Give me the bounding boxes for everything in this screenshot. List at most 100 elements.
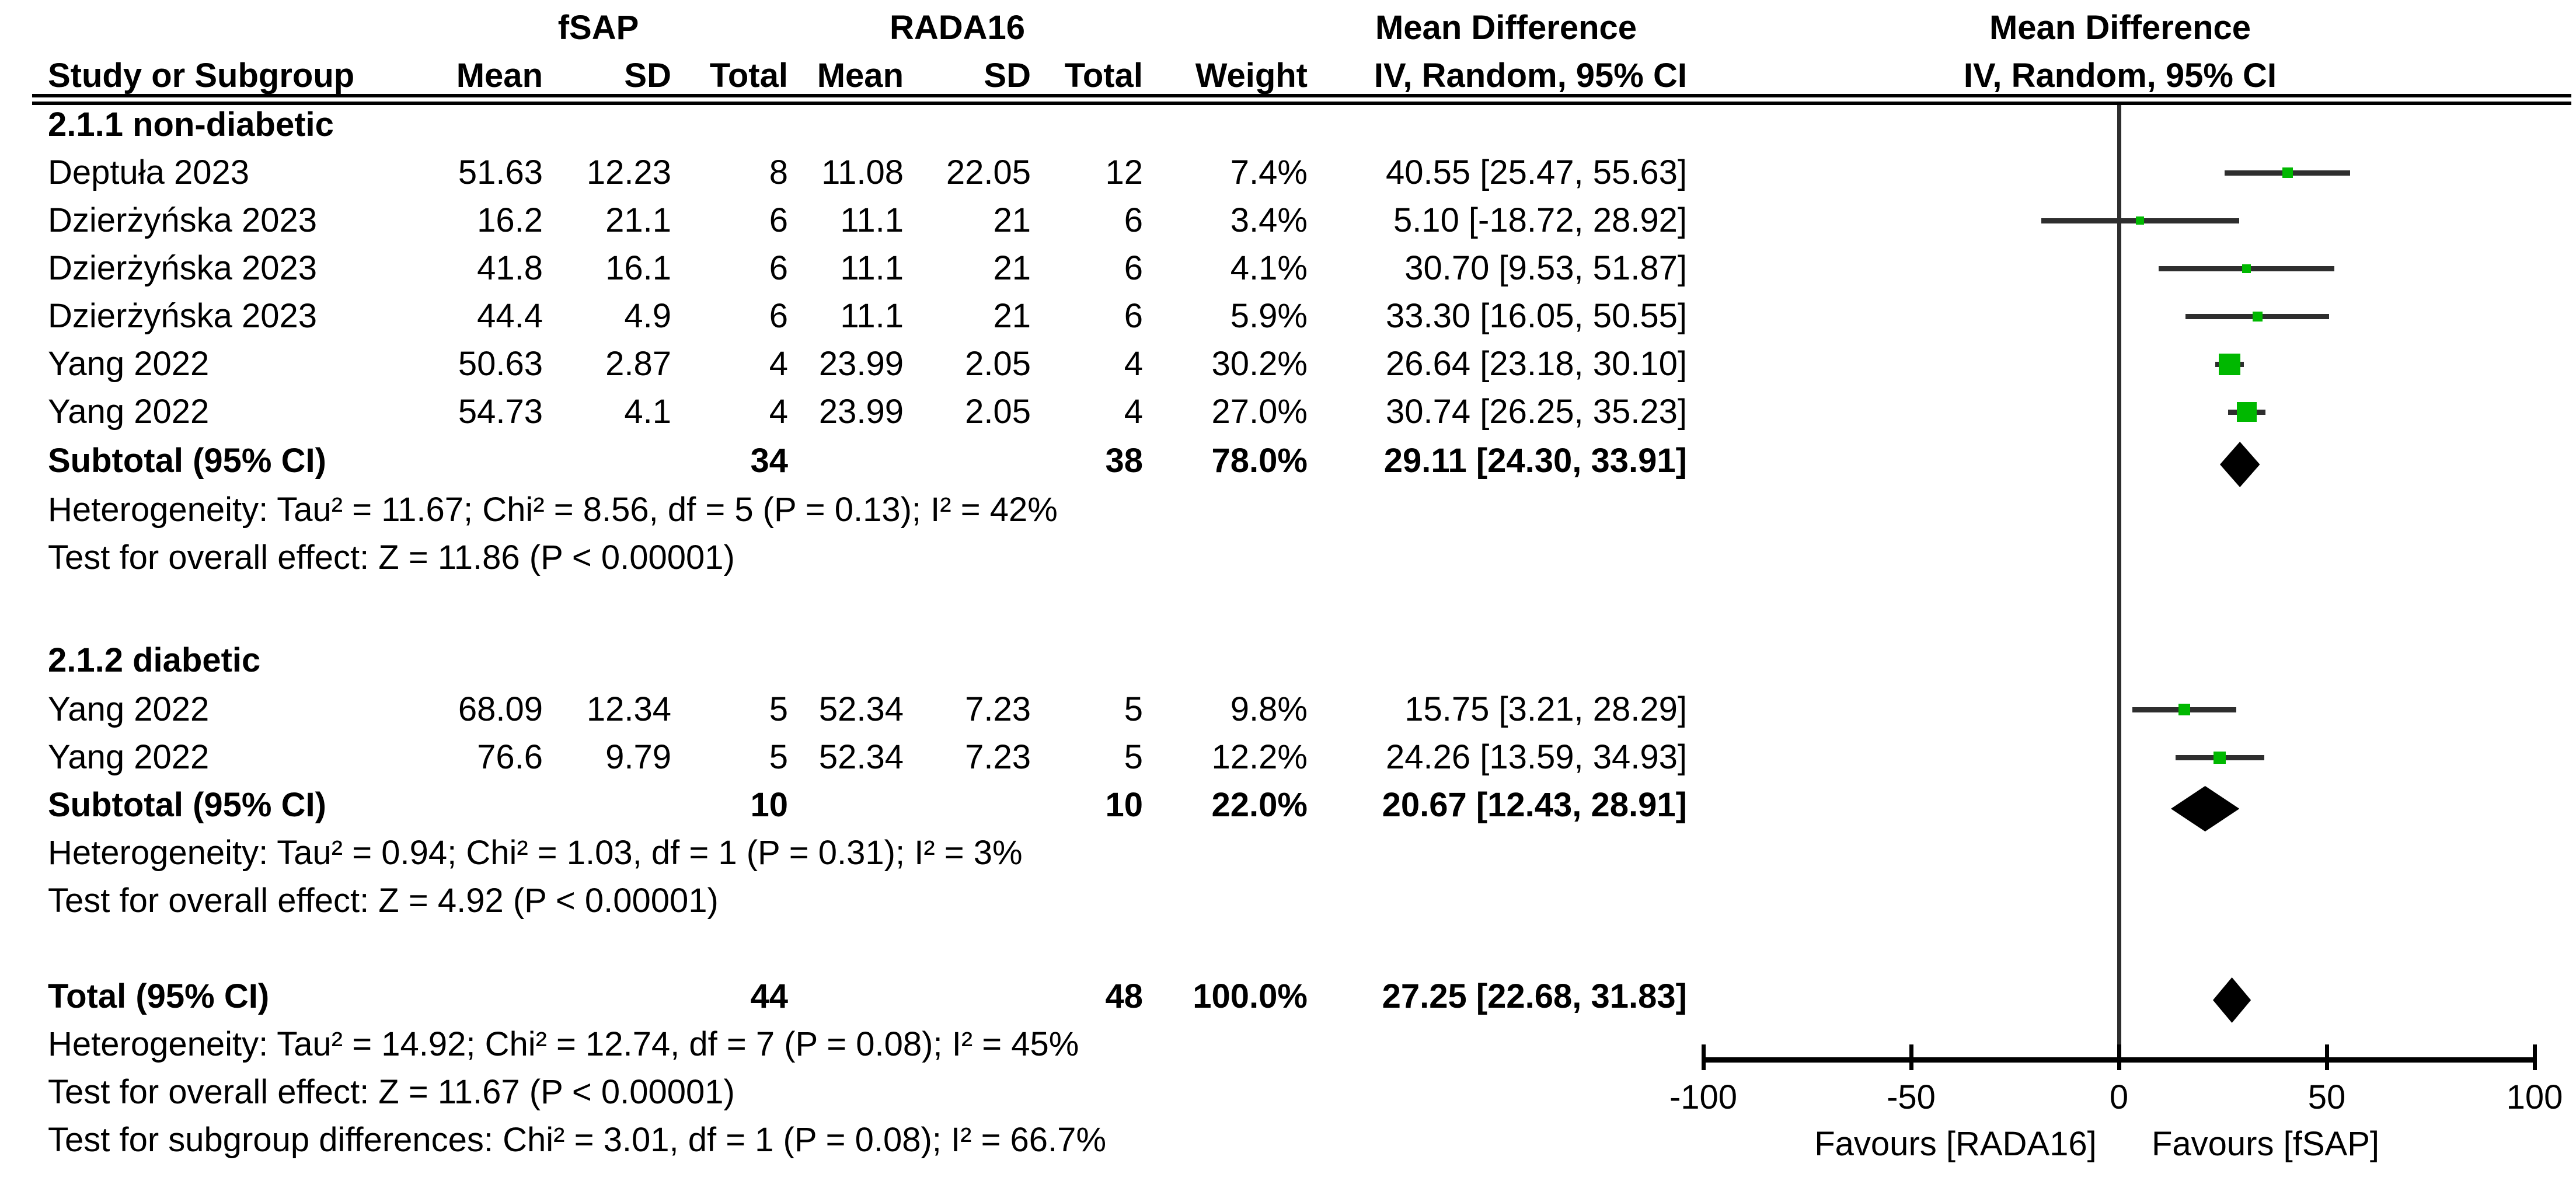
fsap-total: 4 [769, 393, 788, 431]
mean-difference-header: Mean Difference [1375, 9, 1637, 47]
axis-tick [1702, 1044, 1706, 1070]
fsap-sd: 2.87 [605, 345, 671, 383]
column-group-rada16: RADA16 [889, 9, 1026, 47]
rada16-total: 6 [1124, 201, 1143, 239]
ci-value: 30.74 [26.25, 35.23] [1386, 393, 1687, 431]
fsap-sd: 4.1 [624, 393, 671, 431]
rada16-mean: 11.1 [840, 249, 904, 287]
weight-value: 9.8% [1230, 690, 1308, 728]
rada16-mean: 11.1 [840, 297, 904, 335]
subtotal-label: Subtotal (95% CI) [48, 786, 326, 824]
fsap-total: 5 [769, 738, 788, 776]
pooled-diamond [2170, 786, 2239, 831]
fsap-total: 5 [769, 690, 788, 728]
pooled-ci-value: 29.11 [24.30, 33.91] [1383, 442, 1687, 480]
favours-right-label: Favours [fSAP] [2151, 1125, 2380, 1163]
rada16-sd: 22.05 [946, 153, 1031, 191]
fsap-sd: 12.34 [586, 690, 671, 728]
axis-tick-label: 50 [2307, 1078, 2346, 1116]
rada16-mean: 23.99 [818, 393, 904, 431]
study-label: Yang 2022 [48, 393, 210, 431]
statistics-line: Test for overall effect: Z = 11.67 (P < … [48, 1073, 735, 1111]
rada16-mean: 11.08 [821, 153, 904, 191]
fsap-mean: 44.4 [477, 297, 543, 335]
fsap-mean: 54.73 [458, 393, 543, 431]
study-label: Yang 2022 [48, 738, 210, 776]
statistics-line: Test for overall effect: Z = 11.86 (P < … [48, 539, 735, 576]
favours-left-label: Favours [RADA16] [1814, 1125, 2097, 1163]
fsap-total: 6 [769, 297, 788, 335]
rada16-sd: 2.05 [965, 393, 1031, 431]
study-label: Yang 2022 [48, 690, 210, 728]
weight-sum: 22.0% [1211, 786, 1308, 824]
ci-value: 26.64 [23.18, 30.10] [1386, 345, 1687, 383]
subgroup-header: 2.1.1 non-diabetic [48, 106, 334, 144]
rada16-total: 5 [1124, 690, 1143, 728]
weight-sum: 78.0% [1211, 442, 1308, 480]
subtotal-label: Subtotal (95% CI) [48, 442, 326, 480]
ci-value: 30.70 [9.53, 51.87] [1404, 249, 1687, 287]
weight-sum: 100.0% [1193, 977, 1308, 1015]
rada16-mean: 52.34 [818, 690, 904, 728]
weight-value: 12.2% [1211, 738, 1308, 776]
fsap-total-sum: 34 [750, 442, 788, 480]
ci-value: 15.75 [3.21, 28.29] [1404, 690, 1687, 728]
fsap-mean-header: Mean [456, 57, 543, 95]
effect-marker [2219, 353, 2241, 375]
fsap-total: 8 [769, 153, 788, 191]
fsap-sd: 9.79 [605, 738, 671, 776]
rada16-sd-header: SD [984, 57, 1031, 95]
axis-tick-label: 0 [2109, 1078, 2129, 1116]
weight-value: 7.4% [1230, 153, 1308, 191]
weight-value: 30.2% [1211, 345, 1308, 383]
rada16-mean: 11.1 [840, 201, 904, 239]
axis-tick-label: -100 [1669, 1078, 1738, 1116]
rada16-sd: 2.05 [965, 345, 1031, 383]
rada16-sd: 7.23 [965, 690, 1031, 728]
rada16-mean-header: Mean [817, 57, 904, 95]
rada16-total-sum: 10 [1105, 786, 1143, 824]
axis-tick [2533, 1044, 2537, 1070]
fsap-mean: 50.63 [458, 345, 543, 383]
axis-tick [1909, 1044, 1913, 1070]
header-divider-rule [32, 94, 2571, 105]
rada16-total: 6 [1124, 297, 1143, 335]
study-label: Dzierżyńska 2023 [48, 297, 317, 335]
column-group-fsap: fSAP [557, 9, 639, 47]
fsap-mean: 68.09 [458, 690, 543, 728]
ci-value: 5.10 [-18.72, 28.92] [1393, 201, 1687, 239]
weight-value: 27.0% [1211, 393, 1308, 431]
fsap-sd: 16.1 [605, 249, 671, 287]
study-label: Dzierżyńska 2023 [48, 201, 317, 239]
rada16-sd: 21 [993, 201, 1031, 239]
fsap-total-sum: 10 [750, 786, 788, 824]
weight-value: 4.1% [1230, 249, 1308, 287]
zero-reference-line [2117, 105, 2121, 1060]
ci-value: 33.30 [16.05, 50.55] [1386, 297, 1687, 335]
statistics-line: Heterogeneity: Tau² = 11.67; Chi² = 8.56… [48, 491, 1058, 529]
weight-column-header: Weight [1195, 57, 1308, 95]
plot-ci-header: IV, Random, 95% CI [1963, 57, 2277, 95]
fsap-mean: 76.6 [477, 738, 543, 776]
effect-marker [2178, 704, 2191, 715]
ci-column-header: IV, Random, 95% CI [1374, 57, 1687, 95]
rada16-sd: 21 [993, 297, 1031, 335]
fsap-total-header: Total [709, 57, 788, 95]
axis-tick-label: -50 [1887, 1078, 1936, 1116]
rada16-total: 4 [1124, 345, 1143, 383]
study-label: Deptuła 2023 [48, 153, 250, 191]
rada16-total-header: Total [1064, 57, 1143, 95]
axis-tick [2117, 1044, 2121, 1070]
weight-value: 5.9% [1230, 297, 1308, 335]
total-label: Total (95% CI) [48, 977, 270, 1015]
study-label: Yang 2022 [48, 345, 210, 383]
pooled-diamond [2213, 977, 2251, 1023]
study-column-header: Study or Subgroup [48, 57, 355, 95]
fsap-total: 6 [769, 201, 788, 239]
rada16-total: 12 [1105, 153, 1143, 191]
rada16-total-sum: 48 [1105, 977, 1143, 1015]
effect-marker [2136, 216, 2145, 225]
effect-marker [2214, 751, 2226, 764]
axis-tick [2325, 1044, 2329, 1070]
